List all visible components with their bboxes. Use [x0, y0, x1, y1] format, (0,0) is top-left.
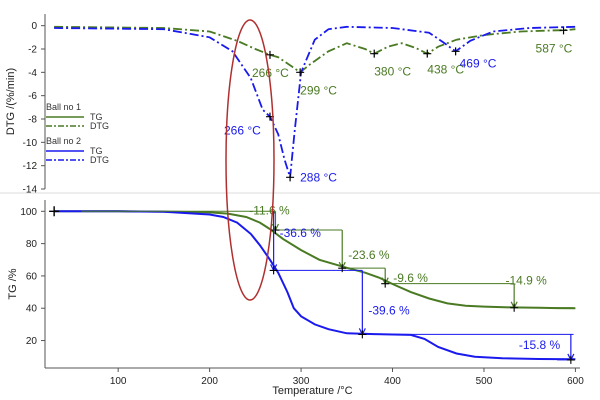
step-marker [381, 279, 390, 288]
step-marker [338, 264, 347, 273]
step-label: -14.9 % [505, 274, 547, 288]
dtg-peak-marker [423, 49, 432, 58]
step-marker [271, 226, 280, 235]
step-marker [358, 330, 367, 339]
step-marker [269, 266, 278, 275]
dtg-y-axis-label: DTG /(%/min) [5, 68, 17, 135]
tg-y-tick-label: 20 [26, 336, 38, 347]
tg-y-tick-label: 60 [26, 271, 38, 282]
x-tick-label: 500 [476, 376, 493, 387]
x-tick-label: 400 [384, 376, 401, 387]
tg-series-ball-no-2 [54, 210, 576, 361]
step-marker [566, 355, 575, 364]
step-label: -11.6 % [249, 204, 290, 218]
legend-group-title: Ball no 2 [46, 136, 81, 146]
x-axis-label: Temperature /°C [272, 385, 352, 397]
x-tick-label: 600 [567, 376, 584, 387]
start-marker [49, 206, 60, 217]
tg-y-axis-label: TG /% [7, 268, 19, 299]
highlight-ellipse [225, 19, 275, 301]
dtg-y-tick-label: -10 [23, 138, 38, 149]
dtg-peak-label: 299 °C [300, 83, 337, 97]
dtg-peak-label: 266 °C [252, 66, 289, 80]
dtg-y-tick-label: 0 [31, 21, 37, 32]
legend-item-label: TG [90, 146, 103, 156]
legend-item-label: TG [90, 112, 103, 122]
dtg-peak-label: 380 °C [374, 65, 411, 79]
step-label: -23.6 % [348, 248, 390, 262]
dtg-y-tick-label: -8 [28, 115, 37, 126]
x-tick-label: 100 [110, 376, 127, 387]
tg-y-tick-label: 80 [26, 239, 38, 250]
step-label: -36.6 % [280, 226, 322, 240]
dtg-peak-marker [559, 26, 568, 35]
dtg-y-tick-label: -4 [28, 68, 37, 79]
dtg-series-ball-no-1 [54, 25, 576, 74]
dtg-peak-marker [286, 173, 295, 182]
tg-y-tick-label: 40 [26, 304, 38, 315]
dtg-peak-label: 288 °C [300, 170, 337, 184]
dtg-y-tick-label: -12 [23, 161, 38, 172]
step-marker [510, 303, 519, 312]
dtg-panel: 0 -2 -4 -6 -8 -10 -12 -14 DTG /(%/min) 266 °C 299 … [0, 14, 600, 196]
dtg-peak-label: 587 °C [536, 41, 573, 55]
dtg-peak-label: 266 °C [224, 124, 261, 138]
overlay [225, 19, 275, 301]
x-tick-label: 200 [201, 376, 218, 387]
dtg-peak-label: 469 °C [460, 56, 497, 70]
legend-item-label: DTG [90, 121, 109, 131]
legend-group-title: Ball no 1 [46, 102, 81, 112]
step-label: -15.8 % [519, 338, 561, 352]
dtg-peak-marker [296, 68, 305, 77]
dtg-y-tick-label: -14 [23, 185, 38, 196]
dtg-peak-marker [451, 47, 460, 56]
dtg-y-tick-label: -2 [28, 45, 37, 56]
dtg-series-ball-no-2 [54, 25, 576, 178]
legend-item-label: DTG [90, 155, 109, 165]
dtg-peak-marker [265, 50, 274, 59]
step-label: -9.6 % [393, 271, 428, 285]
dtg-peak-label: 438 °C [427, 63, 464, 77]
dtg-y-tick-label: -6 [28, 91, 37, 102]
tg-y-tick-label: 100 [20, 207, 37, 218]
tg-panel: 20 40 60 80 100 100 200 300 400 500 600 TG /% Temper… [7, 200, 584, 397]
x-tick-label: 300 [293, 376, 310, 387]
step-label: -39.6 % [368, 303, 410, 317]
dtg-peak-marker [370, 49, 379, 58]
